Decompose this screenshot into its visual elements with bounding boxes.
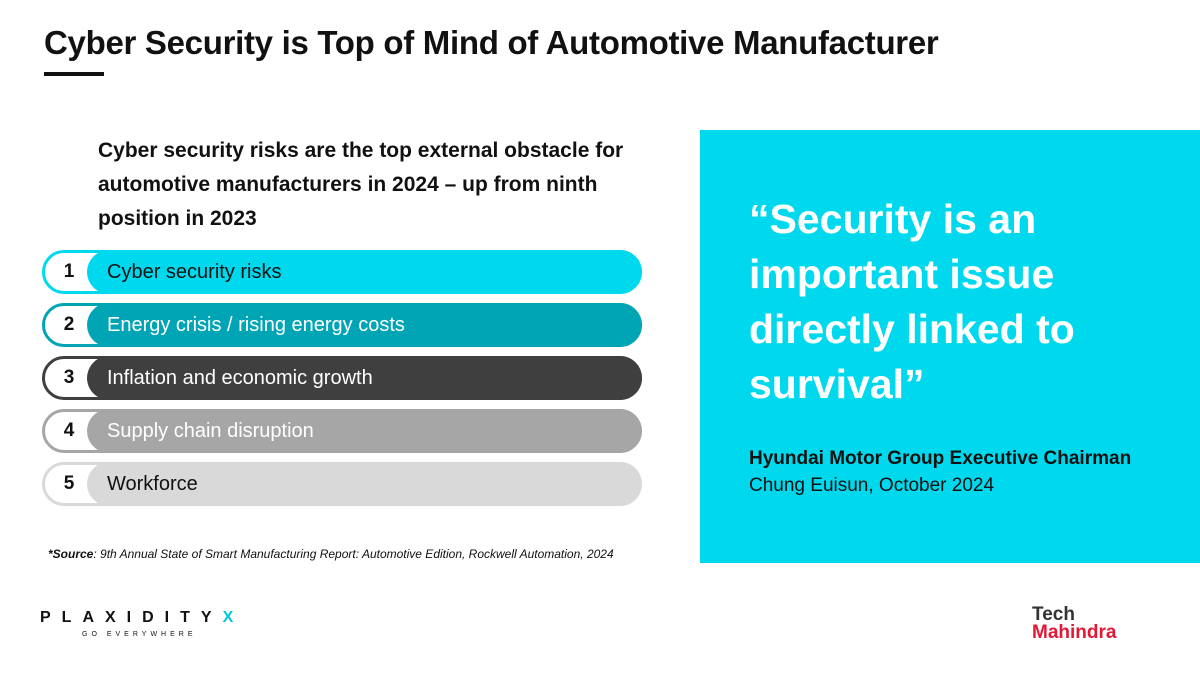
risk-rank-5: 5: [63, 473, 75, 494]
risk-bar-3: Inflation and economic growth: [87, 356, 642, 400]
quote-panel: “Security is an important issue directly…: [700, 130, 1200, 563]
risk-rank-1: 1: [63, 261, 75, 282]
quote-text: “Security is an important issue directly…: [749, 196, 1075, 407]
risk-bar-2: Energy crisis / rising energy costs: [87, 303, 642, 347]
source-text: : 9th Annual State of Smart Manufacturin…: [93, 547, 614, 561]
attribution-name-date: Chung Euisun, October 2024: [749, 475, 995, 496]
plaxidity-wordmark: PLAXIDITY: [40, 609, 223, 626]
attribution-title: Hyundai Motor Group Executive Chairman: [749, 448, 1132, 469]
source-label: *Source: [48, 547, 94, 561]
risk-row-1: 1 Cyber security risks: [42, 250, 642, 294]
risk-rank-4: 4: [63, 420, 75, 441]
tech-mahindra-line2: Mahindra: [1032, 622, 1117, 643]
risk-row-4: 4 Supply chain disruption: [42, 409, 642, 453]
slide-title: Cyber Security is Top of Mind of Automot…: [44, 24, 939, 61]
plaxidityx-logo: PLAXIDITYX GO EVERYWHERE: [40, 609, 244, 638]
source-note: *Source: 9th Annual State of Smart Manuf…: [48, 547, 614, 561]
risk-row-3: 3 Inflation and economic growth: [42, 356, 642, 400]
title-underline: [44, 72, 104, 76]
risk-ranking-list: 1 Cyber security risks 2 Energy crisis /…: [42, 250, 642, 515]
tech-mahindra-logo: Tech Mahindra: [1032, 604, 1117, 643]
risk-bar-1: Cyber security risks: [87, 250, 642, 294]
plaxidity-tagline: GO EVERYWHERE: [82, 631, 197, 638]
risk-row-5: 5 Workforce: [42, 462, 642, 506]
tech-mahindra-line1: Tech: [1032, 604, 1075, 625]
risk-rank-3: 3: [63, 367, 75, 388]
plaxidity-x-mark: X: [222, 609, 245, 626]
risk-bar-5: Workforce: [87, 462, 642, 506]
risk-bar-4: Supply chain disruption: [87, 409, 642, 453]
intro-text: Cyber security risks are the top externa…: [98, 139, 624, 230]
risk-rank-2: 2: [63, 314, 75, 335]
risk-row-2: 2 Energy crisis / rising energy costs: [42, 303, 642, 347]
quote-attribution: Hyundai Motor Group Executive Chairman C…: [749, 445, 1169, 499]
